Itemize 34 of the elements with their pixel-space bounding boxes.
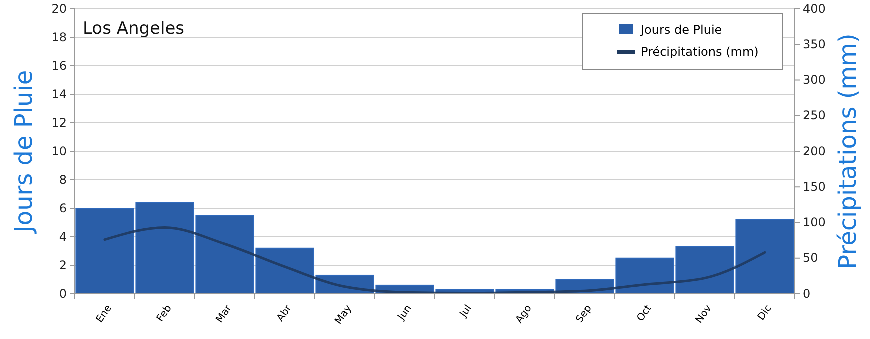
y-tick-label: 0 — [59, 286, 67, 301]
text: Los Angeles — [83, 19, 185, 39]
y-tick-label: 4 — [59, 230, 67, 244]
x-tick-label: Abr — [275, 302, 295, 324]
y2-tick-label: 250 — [803, 108, 826, 123]
y2-tick-label: 150 — [803, 180, 826, 194]
y2-axis-title: Précipitations (mm) — [834, 34, 862, 270]
y-tick-label: 8 — [59, 172, 67, 187]
y-tick-label: 14 — [52, 87, 67, 102]
y-tick-label: 6 — [59, 201, 67, 216]
y-tick-label: 18 — [52, 30, 67, 44]
y-tick-label: 12 — [52, 116, 67, 130]
x-tick-label: Feb — [155, 303, 174, 324]
y2-tick-label: 300 — [803, 73, 826, 88]
y-axis-title: Jours de Pluie — [10, 70, 38, 235]
y2-tick-label: 100 — [803, 216, 826, 230]
y2-tick-label: 200 — [803, 144, 826, 158]
x-tick-label: Oct — [635, 303, 654, 324]
x-tick-label: Ene — [94, 303, 114, 326]
x-tick-label: Jul — [458, 303, 474, 320]
y2-tick-label: 0 — [803, 286, 811, 301]
y2-tick-label: 400 — [803, 2, 826, 16]
y-tick-label: 10 — [52, 144, 67, 158]
x-tick-label: Sep — [574, 303, 594, 326]
y-tick-label: 2 — [59, 258, 67, 272]
x-tick-label: Dic — [756, 303, 774, 323]
y-tick-label: 20 — [52, 2, 67, 16]
y2-tick-label: 350 — [803, 37, 826, 52]
legend-label: Jours de Pluie — [640, 23, 722, 38]
y-tick-label: 16 — [52, 58, 67, 73]
x-tick-label: Jun — [396, 303, 414, 324]
y2-tick-label: 50 — [803, 251, 818, 266]
line-series — [104, 226, 766, 295]
legend-label: Précipitations (mm) — [641, 45, 759, 60]
